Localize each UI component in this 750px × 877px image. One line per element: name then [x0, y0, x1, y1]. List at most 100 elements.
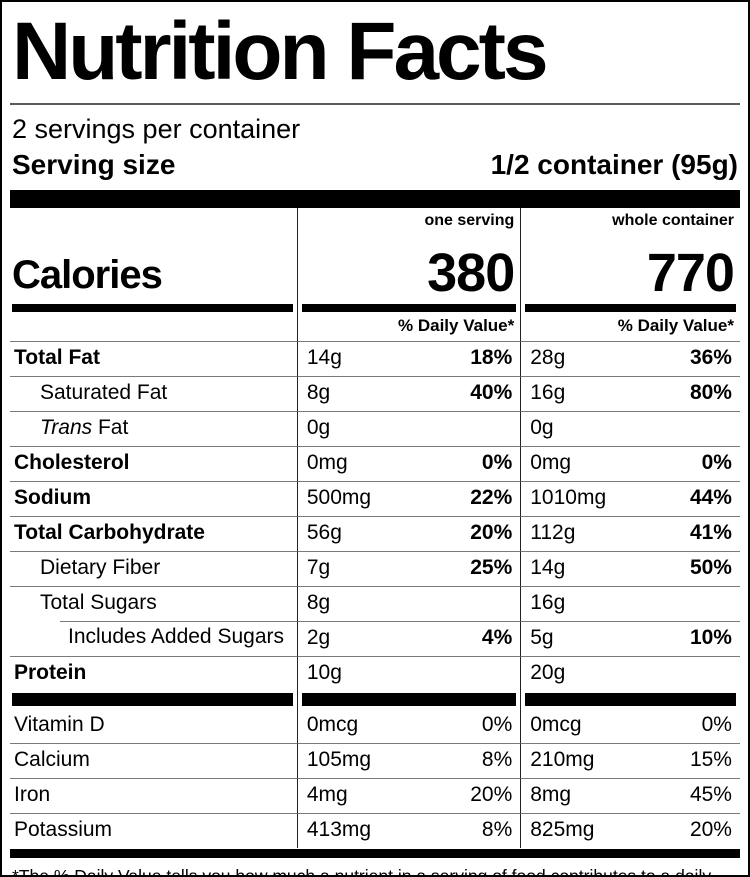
nutrient-serving-total-sugars: 8g [296, 585, 521, 621]
calories-label: Calories [12, 252, 163, 297]
amount: 8g [306, 380, 331, 404]
daily-value: 80% [689, 380, 732, 404]
micronutrient-label-calcium: Calcium [10, 742, 297, 778]
label-title: Nutrition Facts [12, 6, 549, 97]
section-bar-col2 [296, 690, 520, 709]
daily-value: 10% [689, 625, 732, 649]
nutrient-label-dietary-fiber: Dietary Fiber [10, 550, 297, 586]
daily-value: 36% [689, 345, 732, 369]
nutrient-label-saturated-fat: Saturated Fat [10, 375, 297, 411]
calories-bar-col2 [301, 303, 517, 312]
micronutrient-container-potassium: 825mg 20% [520, 812, 740, 848]
section-bar-col1 [10, 691, 297, 709]
nutrient-serving-saturated-fat: 8g 40% [296, 375, 521, 411]
daily-value: 20% [470, 782, 513, 806]
trans-word: Trans [40, 415, 93, 439]
amount: 56g [306, 520, 342, 544]
column-header-one-serving: one serving [424, 211, 515, 229]
nutrient-label-added-sugars: Includes Added Sugars [10, 620, 297, 656]
amount: 14g [306, 345, 342, 369]
micronutrient-serving-iron: 4mg 20% [296, 777, 521, 813]
nutrient-serving-added-sugars: 2g 4% [296, 620, 521, 656]
nutrient-container-total-sugars: 16g [520, 585, 740, 621]
amount: 1010mg [530, 485, 607, 509]
daily-value: 25% [470, 555, 513, 579]
nutrient-label-total-carbohydrate: Total Carbohydrate [10, 515, 297, 551]
micronutrient-label-vitamin-d: Vitamin D [14, 712, 105, 736]
fat-word: Fat [97, 415, 129, 439]
amount: 28g [530, 345, 566, 369]
nutrient-label-total-sugars: Total Sugars [10, 585, 297, 621]
daily-value: 18% [470, 345, 513, 369]
daily-value: 4% [481, 625, 513, 649]
daily-value: 22% [470, 485, 513, 509]
nutrient-label-total-fat: Total Fat [10, 340, 297, 376]
daily-value-footnote: *The % Daily Value tells you how much a … [12, 865, 740, 877]
amount: 0mg [530, 450, 572, 474]
daily-value: 0% [481, 712, 513, 736]
daily-value: 41% [689, 520, 732, 544]
micronutrient-serving-calcium: 105mg 8% [296, 742, 521, 778]
nutrient-serving-total-fat: 14g 18% [296, 340, 521, 376]
micronutrient-label-iron: Iron [10, 777, 297, 813]
dv-header-serving: % Daily Value* [296, 311, 520, 341]
daily-value: 20% [689, 817, 732, 841]
footnote-line-1: *The % Daily Value tells you how much a … [12, 865, 712, 877]
amount: 105mg [306, 747, 372, 771]
title-divider [10, 102, 740, 105]
amount: 0g [306, 415, 331, 439]
top-thick-bar [10, 189, 740, 208]
amount: 210mg [530, 747, 595, 771]
calories-label-cell: Calories [10, 208, 297, 312]
nutrient-container-total-fat: 28g 36% [520, 340, 740, 376]
serving-size-row: Serving size 1/2 container (95g) [12, 149, 738, 181]
nutrient-serving-trans-fat: 0g [296, 410, 521, 446]
micronutrient-label-potassium: Potassium [10, 812, 297, 848]
calories-serving-cell: one serving 380 [296, 207, 520, 312]
calories-container-cell: whole container 770 [520, 207, 740, 312]
amount: 20g [530, 660, 566, 684]
nutrient-serving-cholesterol: 0mg 0% [296, 445, 521, 481]
amount: 0mg [306, 450, 348, 474]
nutrient-label-trans-fat: Trans Fat [10, 410, 297, 446]
nutrient-serving-protein: 10g [296, 655, 521, 691]
section-bar-col3 [520, 690, 740, 709]
daily-value: 0% [701, 712, 732, 736]
amount: 8mg [530, 782, 572, 806]
amount: 825mg [530, 817, 595, 841]
amount: 4mg [306, 782, 348, 806]
calories-bar-col1 [12, 303, 293, 312]
dv-header-spacer [10, 312, 297, 341]
nutrient-serving-sodium: 500mg 22% [296, 480, 521, 516]
amount: 413mg [306, 817, 372, 841]
calories-bar-col3 [525, 303, 736, 312]
daily-value: 8% [481, 747, 513, 771]
amount: 112g [530, 520, 576, 544]
amount: 16g [530, 380, 566, 404]
calories-container-value: 770 [646, 242, 735, 303]
calories-serving-value: 380 [427, 242, 515, 303]
nutrient-container-total-carbohydrate: 112g 41% [520, 515, 740, 551]
daily-value: 44% [689, 485, 732, 509]
amount: 0mcg [530, 712, 582, 736]
daily-value: 45% [689, 782, 732, 806]
nutrition-table: Calories one serving 380 whole container… [10, 207, 740, 848]
micronutrient-container-iron: 8mg 45% [520, 777, 740, 813]
nutrient-serving-dietary-fiber: 7g 25% [296, 550, 521, 586]
nutrient-container-added-sugars: 5g 10% [520, 620, 740, 656]
nutrient-container-trans-fat: 0g [520, 410, 740, 446]
daily-value: 40% [470, 380, 513, 404]
serving-size-label: Serving size [12, 148, 176, 180]
amount: 10g [306, 660, 342, 684]
nutrient-container-dietary-fiber: 14g 50% [520, 550, 740, 586]
serving-size-value: 1/2 container (95g) [490, 148, 738, 180]
micronutrient-serving-potassium: 413mg 8% [296, 812, 521, 848]
daily-value: 0% [701, 450, 732, 474]
bottom-thick-bar [10, 848, 740, 858]
micronutrient-container-calcium: 210mg 15% [520, 742, 740, 778]
daily-value: 8% [481, 817, 513, 841]
nutrient-label-sodium: Sodium [10, 480, 297, 516]
daily-value: 50% [689, 555, 732, 579]
servings-per-container: 2 servings per container [12, 113, 301, 144]
